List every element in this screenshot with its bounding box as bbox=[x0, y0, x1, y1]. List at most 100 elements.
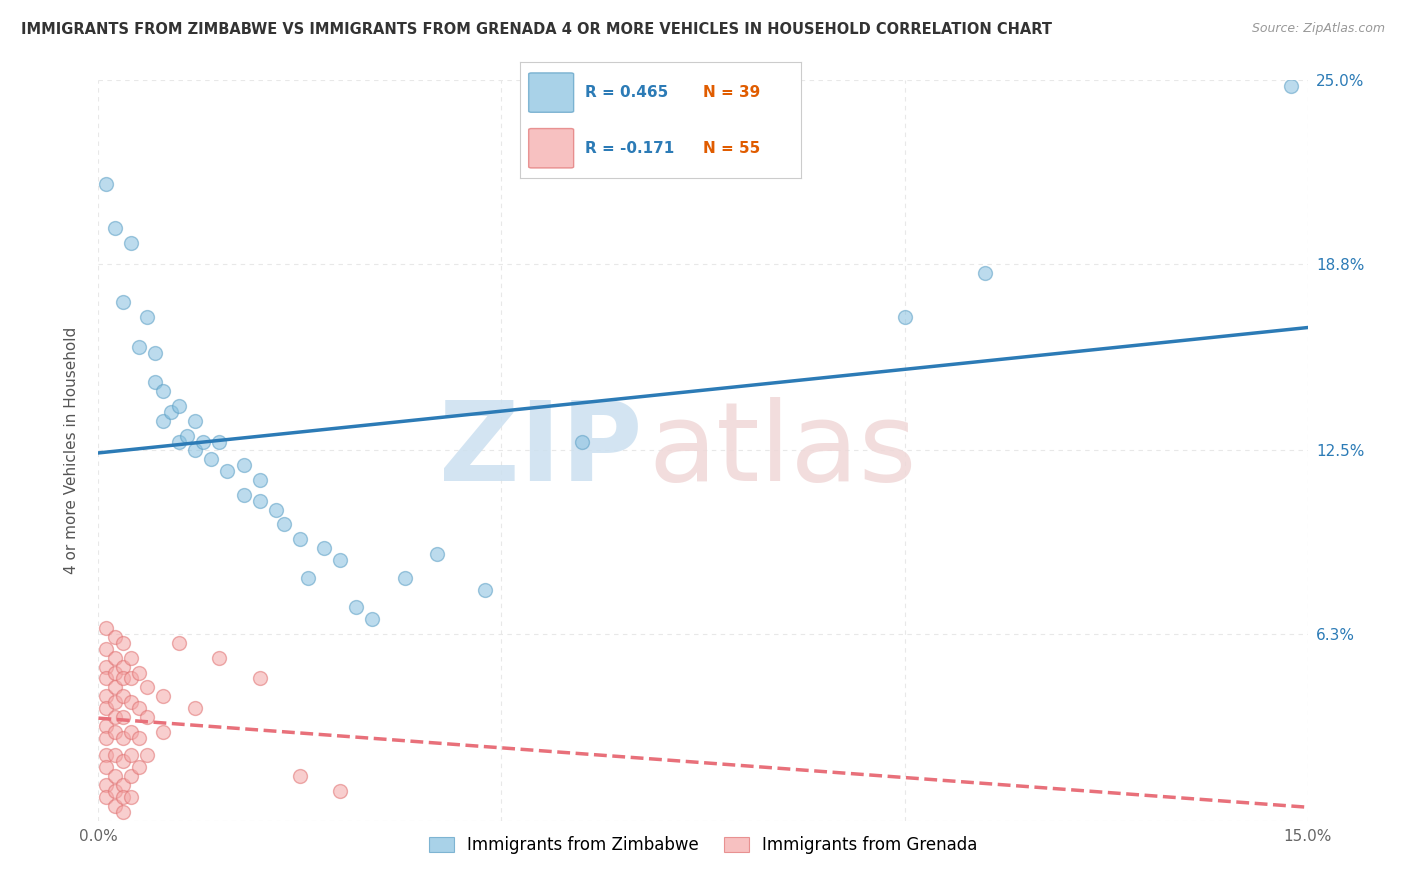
Point bbox=[176, 428, 198, 442]
Point bbox=[135, 710, 157, 724]
Point bbox=[96, 719, 118, 733]
Point bbox=[96, 778, 118, 792]
Point bbox=[143, 376, 166, 390]
Point bbox=[96, 731, 118, 745]
Point bbox=[128, 760, 150, 774]
Point bbox=[111, 805, 134, 819]
Point bbox=[152, 724, 174, 739]
Point bbox=[128, 340, 150, 354]
Point bbox=[96, 690, 118, 704]
FancyBboxPatch shape bbox=[529, 128, 574, 168]
Point bbox=[103, 724, 125, 739]
Point bbox=[120, 695, 142, 709]
Point bbox=[288, 533, 311, 547]
Point bbox=[111, 295, 134, 310]
Point bbox=[96, 621, 118, 635]
Point bbox=[200, 452, 222, 467]
Point bbox=[249, 493, 271, 508]
Point bbox=[96, 748, 118, 763]
Point bbox=[120, 789, 142, 804]
Point bbox=[193, 434, 215, 449]
Point bbox=[167, 636, 190, 650]
FancyBboxPatch shape bbox=[529, 73, 574, 112]
Point bbox=[96, 789, 118, 804]
Point bbox=[297, 571, 319, 585]
Point bbox=[103, 710, 125, 724]
Point bbox=[103, 665, 125, 680]
Y-axis label: 4 or more Vehicles in Household: 4 or more Vehicles in Household bbox=[65, 326, 79, 574]
Point bbox=[111, 659, 134, 673]
Point bbox=[96, 701, 118, 715]
Point bbox=[143, 345, 166, 359]
Point bbox=[329, 553, 352, 567]
Point bbox=[344, 600, 367, 615]
Point bbox=[273, 517, 295, 532]
Point bbox=[152, 384, 174, 399]
Point bbox=[249, 473, 271, 487]
Point bbox=[103, 784, 125, 798]
Point bbox=[96, 641, 118, 656]
Point bbox=[167, 399, 190, 413]
Point bbox=[120, 672, 142, 686]
Text: IMMIGRANTS FROM ZIMBABWE VS IMMIGRANTS FROM GRENADA 4 OR MORE VEHICLES IN HOUSEH: IMMIGRANTS FROM ZIMBABWE VS IMMIGRANTS F… bbox=[21, 22, 1052, 37]
Point bbox=[232, 458, 254, 473]
Point bbox=[314, 541, 336, 556]
Point bbox=[103, 221, 125, 235]
Text: ZIP: ZIP bbox=[439, 397, 643, 504]
Point bbox=[264, 502, 287, 516]
Point bbox=[184, 414, 207, 428]
Point bbox=[571, 434, 593, 449]
Point bbox=[135, 681, 157, 695]
Text: N = 55: N = 55 bbox=[703, 141, 761, 156]
Text: Source: ZipAtlas.com: Source: ZipAtlas.com bbox=[1251, 22, 1385, 36]
Point bbox=[974, 266, 997, 280]
Point bbox=[120, 236, 142, 251]
Point bbox=[184, 701, 207, 715]
Point bbox=[361, 612, 384, 626]
Point bbox=[103, 695, 125, 709]
Point bbox=[208, 650, 231, 665]
Point bbox=[426, 547, 449, 561]
Text: R = 0.465: R = 0.465 bbox=[585, 85, 668, 100]
Point bbox=[120, 724, 142, 739]
Point bbox=[1281, 79, 1303, 94]
Point bbox=[103, 798, 125, 813]
Point bbox=[103, 748, 125, 763]
Point bbox=[288, 769, 311, 783]
Point bbox=[160, 405, 183, 419]
Point bbox=[96, 672, 118, 686]
Point bbox=[96, 659, 118, 673]
Point bbox=[329, 784, 352, 798]
Point bbox=[103, 650, 125, 665]
Point bbox=[128, 665, 150, 680]
Point bbox=[120, 769, 142, 783]
Point bbox=[111, 636, 134, 650]
Point bbox=[103, 630, 125, 644]
Text: R = -0.171: R = -0.171 bbox=[585, 141, 673, 156]
Point bbox=[111, 672, 134, 686]
Point bbox=[135, 310, 157, 325]
Point bbox=[152, 414, 174, 428]
Point bbox=[474, 582, 496, 597]
Point bbox=[96, 177, 118, 191]
Point bbox=[249, 672, 271, 686]
Point bbox=[394, 571, 416, 585]
Point bbox=[103, 681, 125, 695]
Point bbox=[111, 778, 134, 792]
Text: atlas: atlas bbox=[648, 397, 917, 504]
Point bbox=[232, 488, 254, 502]
Point bbox=[111, 710, 134, 724]
Point bbox=[217, 464, 239, 478]
Point bbox=[111, 755, 134, 769]
Point bbox=[111, 690, 134, 704]
Point bbox=[103, 769, 125, 783]
Legend: Immigrants from Zimbabwe, Immigrants from Grenada: Immigrants from Zimbabwe, Immigrants fro… bbox=[422, 829, 984, 861]
Point bbox=[111, 731, 134, 745]
Point bbox=[120, 748, 142, 763]
Point bbox=[96, 760, 118, 774]
Point bbox=[120, 650, 142, 665]
Point bbox=[184, 443, 207, 458]
Text: N = 39: N = 39 bbox=[703, 85, 761, 100]
Point bbox=[128, 701, 150, 715]
Point bbox=[135, 748, 157, 763]
